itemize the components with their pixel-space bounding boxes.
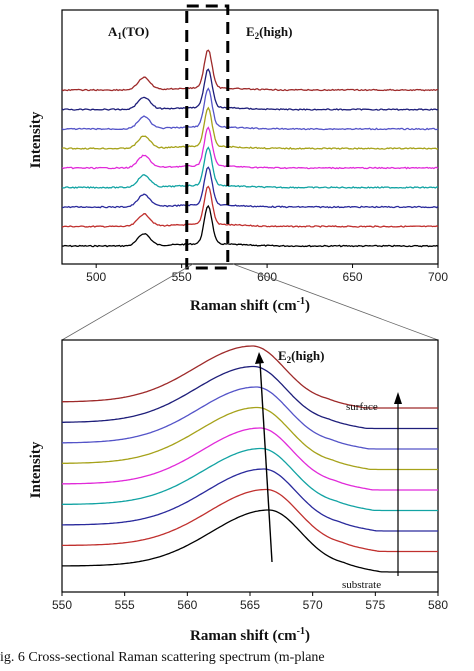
highlight-box <box>185 4 230 270</box>
top-series-line <box>61 185 439 228</box>
bottom-plot-frame <box>61 339 439 593</box>
zoom-line-left <box>61 263 194 341</box>
bottom-x-tick-label: 550 <box>52 598 72 612</box>
bottom-x-tick-label: 570 <box>303 598 323 612</box>
bottom-x-tick-label: 575 <box>365 598 385 612</box>
top-x-axis-label: Raman shift (cm-1) <box>190 296 310 314</box>
bottom-series-line <box>62 386 438 450</box>
label-substrate: substrate <box>342 579 381 591</box>
depth-arrowhead <box>394 392 402 404</box>
annotation-a1-to: A1(TO) <box>108 24 149 41</box>
bottom-series-line <box>61 345 438 409</box>
bottom-series-line <box>62 468 438 532</box>
top-series-line <box>61 68 439 111</box>
bottom-series-line <box>62 509 438 573</box>
bottom-chart: 550 555 560 565 570 575 580 E2(high) surface s… <box>28 339 448 644</box>
top-series-group <box>61 49 439 248</box>
bottom-x-axis-label: Raman shift (cm-1) <box>190 626 310 644</box>
top-x-tick-label: 650 <box>343 270 363 284</box>
zoom-line-right <box>232 263 439 341</box>
top-x-tick-label: 550 <box>172 270 192 284</box>
top-series-line <box>61 126 439 170</box>
top-series-line <box>61 166 439 209</box>
top-plot-frame <box>61 9 439 265</box>
bottom-x-tick-label: 565 <box>240 598 260 612</box>
label-surface: surface <box>346 401 378 413</box>
top-series-line <box>61 49 439 92</box>
top-x-ticks: 500550600650700 <box>86 264 448 284</box>
top-series-line <box>61 87 439 131</box>
annotation-e2-high-bottom: E2(high) <box>278 348 324 365</box>
bottom-x-tick-label: 560 <box>177 598 197 612</box>
top-series-line <box>61 146 439 189</box>
bottom-x-tick-label: 580 <box>428 598 448 612</box>
annotation-e2-high: E2(high) <box>246 24 292 41</box>
figure-caption: ig. 6 Cross-sectional Raman scattering s… <box>0 650 325 665</box>
bottom-series-line <box>62 406 438 471</box>
bottom-x-ticks: 550 555 560 565 570 575 580 <box>52 592 448 612</box>
bottom-series-line <box>61 447 438 512</box>
top-chart: 500550600650700 A1(TO) E2(high) Intensit… <box>28 4 448 314</box>
bottom-series-line <box>62 427 438 491</box>
top-x-tick-label: 500 <box>86 270 106 284</box>
bottom-series-line <box>62 488 438 553</box>
peak-shift-arrowhead <box>255 352 264 364</box>
top-series-line <box>61 106 439 150</box>
bottom-series-line <box>62 365 438 430</box>
top-y-axis-label: Intensity <box>28 111 44 168</box>
top-x-tick-label: 700 <box>428 270 448 284</box>
bottom-y-axis-label: Intensity <box>28 441 44 498</box>
bottom-series-group <box>61 345 438 573</box>
peak-shift-arrow <box>259 361 273 563</box>
bottom-x-tick-label: 555 <box>115 598 135 612</box>
top-series-line <box>61 204 439 248</box>
